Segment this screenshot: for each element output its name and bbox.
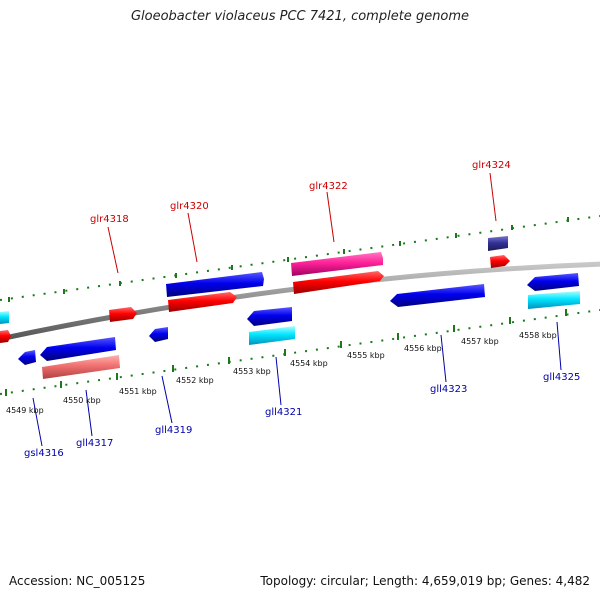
feature-glr4318-red[interactable] bbox=[109, 307, 137, 322]
reverse-tick-track bbox=[0, 309, 600, 395]
gene-label-gll4323[interactable]: gll4323 bbox=[430, 384, 467, 395]
gene-label-gll4317[interactable]: gll4317 bbox=[76, 438, 113, 449]
feature-glr4320-blue[interactable] bbox=[166, 272, 264, 297]
feature-gsl4316-blue[interactable] bbox=[18, 350, 36, 365]
reverse-major-ticks bbox=[5, 309, 567, 396]
feature-gll4323-blue[interactable] bbox=[390, 284, 485, 307]
gene-label-gll4321[interactable]: gll4321 bbox=[265, 407, 302, 418]
feature-cyan-left-edge[interactable] bbox=[0, 311, 9, 324]
feature-gll4317-salmon[interactable] bbox=[42, 355, 120, 379]
gene-label-glr4322[interactable]: glr4322 bbox=[309, 181, 348, 192]
feature-gll4317-blue[interactable] bbox=[40, 337, 116, 361]
forward-major-ticks bbox=[8, 217, 569, 302]
kbp-label-4549: 4549 kbp bbox=[6, 406, 44, 415]
gene-label-gll4319[interactable]: gll4319 bbox=[155, 425, 192, 436]
kbp-label-4558: 4558 kbp bbox=[519, 331, 557, 340]
topology-summary: Topology: circular; Length: 4,659,019 bp… bbox=[260, 574, 590, 588]
kbp-label-4554: 4554 kbp bbox=[290, 359, 328, 368]
kbp-label-4551: 4551 kbp bbox=[119, 387, 157, 396]
gene-label-glr4320[interactable]: glr4320 bbox=[170, 201, 209, 212]
feature-gll4325-blue[interactable] bbox=[527, 273, 579, 291]
feature-glr4324-purple[interactable] bbox=[488, 236, 508, 251]
kbp-label-4555: 4555 kbp bbox=[347, 351, 385, 360]
genome-title: Gloeobacter violaceus PCC 7421, complete… bbox=[130, 9, 470, 24]
feature-gll4321-blue[interactable] bbox=[247, 307, 292, 326]
accession-text: Accession: NC_005125 bbox=[9, 574, 146, 588]
feature-red-mid[interactable] bbox=[168, 292, 237, 312]
feature-gll4321-cyan[interactable] bbox=[249, 326, 295, 345]
forward-leader-lines bbox=[107, 172, 497, 274]
genome-backbone bbox=[0, 261, 600, 342]
kbp-labels: 4549 kbp 4550 kbp 4551 kbp 4552 kbp 4553… bbox=[6, 331, 557, 415]
kbp-label-4550: 4550 kbp bbox=[63, 396, 101, 405]
kbp-label-4553: 4553 kbp bbox=[233, 367, 271, 376]
forward-tick-track bbox=[0, 215, 600, 301]
kbp-label-4556: 4556 kbp bbox=[404, 344, 442, 353]
gene-label-gsl4316[interactable]: gsl4316 bbox=[24, 448, 64, 459]
kbp-label-4552: 4552 kbp bbox=[176, 376, 214, 385]
reverse-leader-lines bbox=[32, 321, 562, 447]
kbp-label-4557: 4557 kbp bbox=[461, 337, 499, 346]
feature-red-left-edge[interactable] bbox=[0, 330, 11, 343]
feature-red-large[interactable] bbox=[293, 271, 384, 294]
gene-label-glr4324[interactable]: glr4324 bbox=[472, 160, 511, 171]
feature-gll4325-cyan[interactable] bbox=[528, 291, 580, 309]
feature-red-small[interactable] bbox=[490, 255, 510, 268]
gene-label-glr4318[interactable]: glr4318 bbox=[90, 214, 129, 225]
feature-glr4322-pink[interactable] bbox=[291, 252, 383, 276]
gene-label-gll4325[interactable]: gll4325 bbox=[543, 372, 580, 383]
feature-gll4319-blue[interactable] bbox=[149, 327, 168, 342]
